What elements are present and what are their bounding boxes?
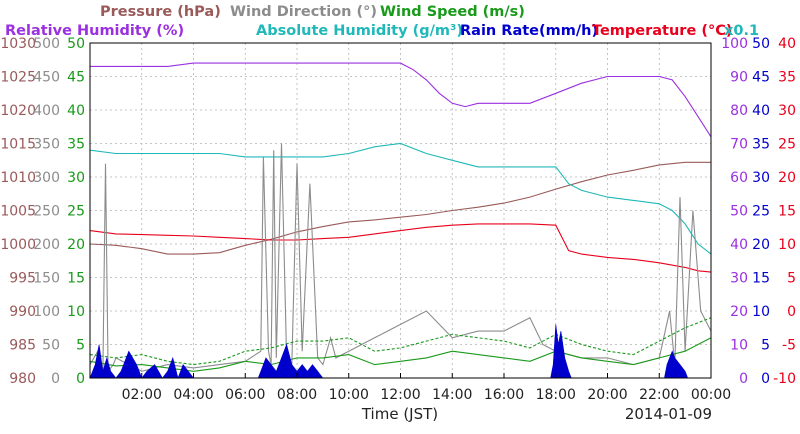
ytick-wind-speed: 0 (76, 371, 85, 387)
ytick-wind-speed: 35 (67, 137, 85, 153)
ytick-wind-direction: 250 (33, 204, 60, 220)
xtick-label: 20:00 (587, 387, 627, 403)
grid-lines (90, 43, 711, 378)
ytick-wind-direction: 300 (33, 170, 60, 186)
series-relative-humidity (90, 62, 712, 138)
xtick-label: 06:00 (225, 387, 265, 403)
ytick-temperature: -5 (782, 338, 796, 354)
ytick-rain-rate: 5 (761, 338, 770, 354)
ytick-pressure: 990 (9, 304, 36, 320)
ytick-pressure: 1030 (0, 36, 36, 52)
ytick-pressure: 985 (9, 338, 36, 354)
xtick-label: 16:00 (484, 387, 524, 403)
xtick-label: 12:00 (380, 387, 420, 403)
ytick-relative-humidity: 70 (730, 137, 748, 153)
ytick-temperature: -10 (773, 371, 796, 387)
ytick-wind-speed: 15 (67, 271, 85, 287)
ytick-temperature: 35 (778, 70, 796, 86)
legend-entry: Wind Direction (°) (230, 4, 377, 20)
series-wind-speed-m-s (89, 337, 712, 372)
ytick-pressure: 1025 (0, 70, 36, 86)
ytick-relative-humidity: 100 (721, 36, 748, 52)
ytick-pressure: 1020 (0, 103, 36, 119)
x-axis-label: Time (JST) (361, 405, 438, 423)
ytick-relative-humidity: 40 (730, 237, 748, 253)
xtick-label: 00:00 (691, 387, 731, 403)
ytick-wind-direction: 200 (33, 237, 60, 253)
ytick-wind-direction: 450 (33, 70, 60, 86)
ytick-pressure: 1015 (0, 137, 36, 153)
xtick-label: 04:00 (173, 387, 213, 403)
ytick-rain-rate: 45 (752, 70, 770, 86)
ytick-temperature: 40 (778, 36, 796, 52)
ytick-wind-speed: 50 (67, 36, 85, 52)
series-temperature-c (89, 223, 712, 273)
ytick-wind-direction: 100 (33, 304, 60, 320)
ytick-wind-speed: 25 (67, 204, 85, 220)
ytick-wind-speed: 5 (76, 338, 85, 354)
ytick-relative-humidity: 10 (730, 338, 748, 354)
date-label: 2014-01-09 (625, 405, 712, 423)
ytick-rain-rate: 50 (752, 36, 770, 52)
ytick-temperature: 15 (778, 204, 796, 220)
ytick-wind-direction: 0 (51, 371, 60, 387)
ytick-temperature: 0 (787, 304, 796, 320)
series-layer (89, 42, 712, 379)
ytick-wind-direction: 400 (33, 103, 60, 119)
xtick-label: 22:00 (639, 387, 679, 403)
legend-entry: Temperature (°C) (592, 23, 733, 39)
ytick-pressure: 1010 (0, 170, 36, 186)
ytick-relative-humidity: 30 (730, 271, 748, 287)
ytick-pressure: 1005 (0, 204, 36, 220)
ytick-pressure: 1000 (0, 237, 36, 253)
ytick-wind-speed: 40 (67, 103, 85, 119)
xtick-label: 08:00 (277, 387, 317, 403)
series-absolute-humidity-g-m (89, 142, 712, 255)
ytick-wind-speed: 45 (67, 70, 85, 86)
ytick-wind-direction: 500 (33, 36, 60, 52)
ytick-rain-rate: 0 (761, 371, 770, 387)
xtick-label: 18:00 (536, 387, 576, 403)
ytick-relative-humidity: 50 (730, 204, 748, 220)
ytick-relative-humidity: 20 (730, 304, 748, 320)
ytick-wind-direction: 150 (33, 271, 60, 287)
ytick-wind-speed: 30 (67, 170, 85, 186)
legend: Pressure (hPa) Wind Direction (°) Wind Spe… (5, 4, 759, 39)
ytick-relative-humidity: 0 (739, 371, 748, 387)
ytick-rain-rate: 10 (752, 304, 770, 320)
legend-entry: Relative Humidity (%) (5, 23, 184, 39)
ytick-relative-humidity: 80 (730, 103, 748, 119)
ytick-rain-rate: 40 (752, 103, 770, 119)
series-pressure-hpa (89, 161, 711, 255)
ytick-temperature: 5 (787, 271, 796, 287)
ytick-temperature: 20 (778, 170, 796, 186)
ytick-relative-humidity: 90 (730, 70, 748, 86)
ytick-pressure: 980 (9, 371, 36, 387)
ytick-temperature: 25 (778, 137, 796, 153)
xtick-label: 10:00 (329, 387, 369, 403)
ytick-relative-humidity: 60 (730, 170, 748, 186)
legend-entry: x0.1 (724, 23, 759, 39)
ytick-rain-rate: 30 (752, 170, 770, 186)
legend-entry: Wind Speed (m/s) (380, 4, 525, 20)
legend-entry: Rain Rate(mm/h) (460, 23, 598, 39)
ytick-temperature: 10 (778, 237, 796, 253)
ytick-pressure: 995 (9, 271, 36, 287)
ytick-wind-speed: 20 (67, 237, 85, 253)
ytick-wind-direction: 350 (33, 137, 60, 153)
ytick-rain-rate: 35 (752, 137, 770, 153)
ytick-rain-rate: 20 (752, 237, 770, 253)
ytick-temperature: 30 (778, 103, 796, 119)
ytick-rain-rate: 25 (752, 204, 770, 220)
ytick-rain-rate: 15 (752, 271, 770, 287)
legend-entry: Absolute Humidity (g/m³) (256, 23, 463, 39)
ytick-wind-speed: 10 (67, 304, 85, 320)
series-rain-rate-mm-h (89, 324, 689, 379)
xtick-label: 14:00 (432, 387, 472, 403)
axis-layer: 1030102510201015101010051000995990985980… (0, 36, 796, 403)
xtick-label: 02:00 (122, 387, 162, 403)
ytick-wind-direction: 50 (42, 338, 60, 354)
legend-entry: Pressure (hPa) (100, 4, 221, 20)
